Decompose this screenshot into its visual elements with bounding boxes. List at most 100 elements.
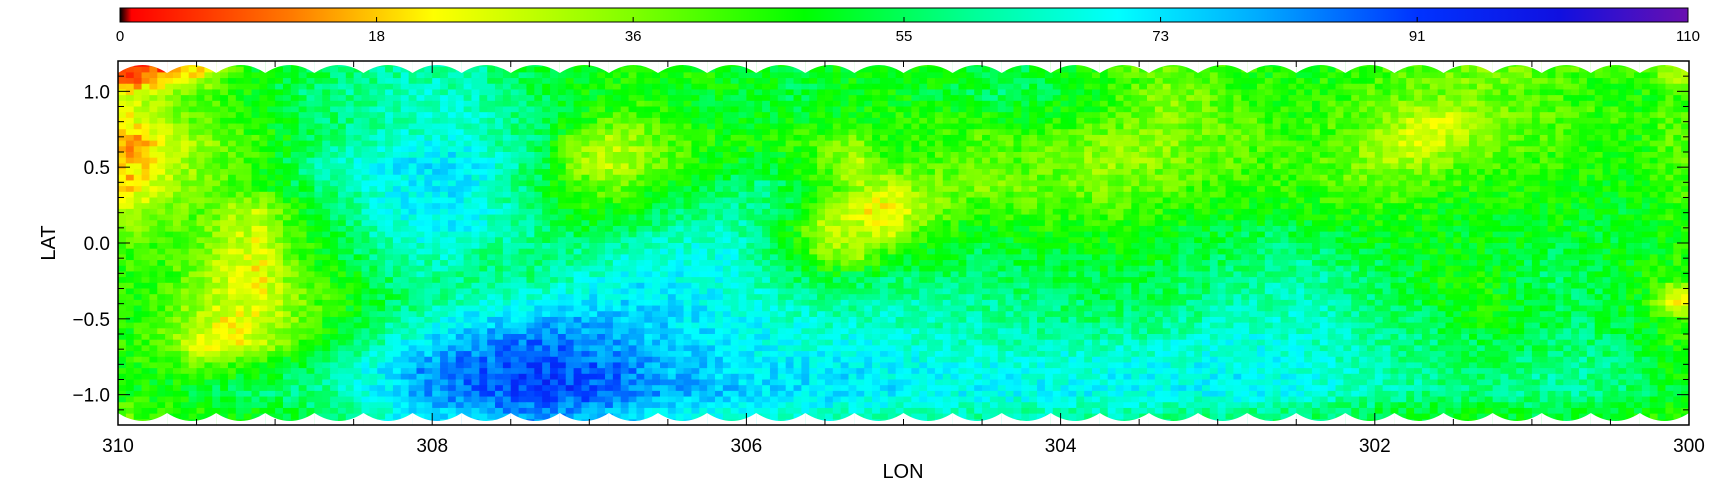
heatmap-cell: [652, 117, 661, 125]
heatmap-cell: [1076, 186, 1085, 193]
heatmap-cell: [958, 112, 967, 119]
heatmap-cell: [565, 169, 575, 176]
heatmap-cell: [330, 78, 339, 85]
heatmap-cell: [408, 117, 418, 125]
heatmap-cell: [1304, 157, 1313, 164]
heatmap-cell: [1037, 112, 1046, 119]
heatmap-cell: [1272, 140, 1282, 147]
heatmap-cell: [1539, 169, 1549, 176]
heatmap-cell: [149, 106, 158, 113]
heatmap-cell: [400, 152, 410, 159]
heatmap-cell: [1359, 191, 1368, 199]
heatmap-cell: [1445, 95, 1454, 102]
heatmap-cell: [1641, 106, 1651, 113]
heatmap-cell: [1445, 123, 1454, 130]
heatmap-cell: [785, 157, 795, 164]
heatmap-cell: [832, 106, 842, 113]
heatmap-cell: [1594, 146, 1604, 153]
heatmap-cell: [895, 117, 905, 125]
heatmap-cell: [1154, 95, 1164, 102]
heatmap-cell: [1649, 152, 1659, 159]
heatmap-cell: [487, 180, 496, 187]
heatmap-cell: [785, 66, 795, 73]
heatmap-cell: [196, 152, 206, 159]
heatmap-cell: [1147, 180, 1156, 187]
heatmap-cell: [1516, 174, 1525, 182]
heatmap-cell: [683, 129, 693, 136]
heatmap-cell: [934, 89, 944, 96]
heatmap-cell: [660, 186, 669, 193]
heatmap-cell: [149, 152, 158, 159]
heatmap-cell: [1280, 112, 1289, 119]
heatmap-cell: [1351, 134, 1360, 142]
heatmap-cell: [840, 117, 850, 125]
heatmap-cell: [447, 106, 457, 113]
heatmap-cell: [369, 157, 378, 164]
heatmap-cell: [1225, 66, 1235, 73]
heatmap-cell: [1531, 117, 1541, 125]
heatmap-cell: [1484, 146, 1494, 153]
heatmap-cell: [432, 174, 441, 182]
heatmap-cell: [785, 95, 795, 102]
heatmap-cell: [762, 146, 771, 153]
heatmap-cell: [385, 191, 394, 199]
heatmap-cell: [1398, 174, 1407, 182]
heatmap-cell: [1272, 72, 1282, 79]
heatmap-cell: [1665, 89, 1674, 96]
heatmap-cell: [1626, 134, 1635, 142]
heatmap-cell: [259, 112, 268, 119]
heatmap-cell: [1311, 191, 1321, 199]
heatmap-cell: [1382, 152, 1392, 159]
heatmap-cell: [982, 123, 991, 130]
heatmap-cell: [1201, 129, 1211, 136]
heatmap-cell: [612, 197, 622, 204]
heatmap-cell: [1217, 180, 1227, 187]
heatmap-cell: [1586, 89, 1596, 96]
heatmap-cell: [1194, 197, 1203, 204]
heatmap-cell: [1414, 106, 1423, 113]
heatmap-cell: [502, 169, 512, 176]
heatmap-cell: [1154, 89, 1164, 96]
heatmap-cell: [1484, 174, 1494, 182]
heatmap-cell: [644, 186, 653, 193]
heatmap-cell: [235, 140, 245, 147]
heatmap-cell: [212, 123, 221, 130]
heatmap-cell: [762, 78, 771, 85]
heatmap-cell: [1249, 152, 1258, 159]
heatmap-cell: [1453, 163, 1462, 170]
heatmap-cell: [691, 83, 700, 91]
heatmap-cell: [1539, 72, 1549, 79]
heatmap-cell: [463, 157, 473, 164]
heatmap-cell: [1139, 129, 1148, 136]
heatmap-cell: [424, 180, 433, 187]
heatmap-cell: [1233, 134, 1242, 142]
heatmap-cell: [966, 134, 975, 142]
heatmap-cell: [1327, 152, 1337, 159]
heatmap-cell: [1264, 197, 1274, 204]
heatmap-cell: [934, 83, 944, 91]
heatmap-cell: [565, 66, 575, 73]
heatmap-cell: [212, 140, 221, 147]
heatmap-cell: [557, 197, 567, 204]
heatmap-cell: [989, 129, 999, 136]
heatmap-cell: [1068, 117, 1077, 125]
heatmap-cell: [628, 123, 638, 130]
heatmap-cell: [966, 169, 975, 176]
heatmap-cell: [699, 163, 708, 170]
heatmap-cell: [471, 152, 480, 159]
heatmap-cell: [165, 112, 174, 119]
heatmap-cell: [620, 163, 630, 170]
heatmap-cell: [1508, 129, 1517, 136]
heatmap-cell: [1147, 197, 1156, 204]
heatmap-cell: [400, 163, 410, 170]
heatmap-cell: [259, 95, 268, 102]
heatmap-cell: [620, 66, 630, 73]
heatmap-cell: [502, 146, 512, 153]
heatmap-cell: [1139, 83, 1148, 91]
heatmap-cell: [1052, 186, 1062, 193]
heatmap-cell: [1406, 106, 1415, 113]
heatmap-cell: [141, 66, 151, 73]
heatmap-cell: [275, 83, 284, 91]
heatmap-cell: [1469, 134, 1478, 142]
heatmap-cell: [1013, 72, 1022, 79]
